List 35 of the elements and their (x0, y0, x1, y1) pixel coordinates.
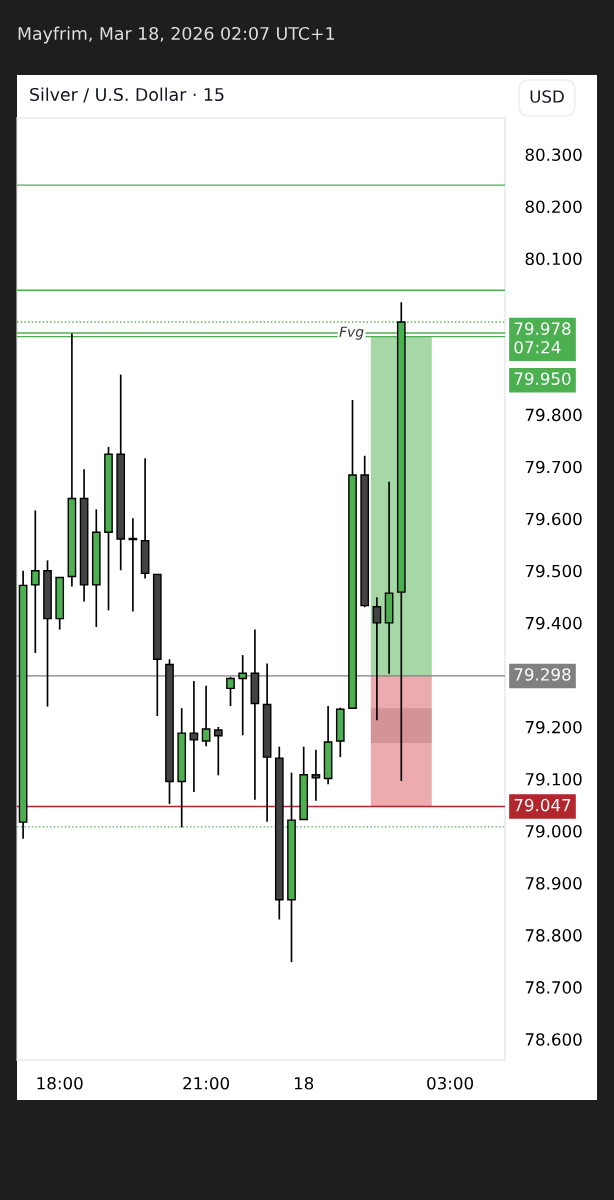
text: USD (530, 90, 564, 103)
y-tick-label: 80.300 (525, 148, 582, 161)
candlestick (311, 748, 321, 802)
ref-line-label: 79.978 07:24 (514, 322, 571, 354)
y-tick-label: 80.200 (525, 200, 582, 214)
candlestick (238, 654, 248, 737)
y-tick-label: 79.400 (525, 616, 582, 630)
y-tick-label: 79.000 (525, 824, 582, 838)
y-tick-label: 79.500 (525, 564, 582, 578)
candlestick (201, 684, 211, 748)
y-tick-label: 78.700 (525, 981, 582, 994)
y-tick-label: 78.600 (525, 1033, 582, 1046)
x-tick-label: 18:00 (37, 1076, 83, 1090)
candlestick (372, 596, 382, 721)
y-tick-label: 79.200 (525, 720, 582, 734)
y-tick-label: 79.800 (525, 408, 582, 422)
chart-title: Silver / U.S. Dollar · 15 (30, 87, 224, 103)
ref-line-label: 79.950 (514, 372, 571, 385)
y-tick-label: 78.800 (525, 929, 582, 942)
y-tick-label: 78.900 (525, 877, 582, 890)
y-tick-label: 80.100 (525, 252, 582, 266)
candlestick (30, 509, 40, 654)
text: Mayfrim, Mar 18, 2026 02:07 UTC+1 (18, 26, 334, 44)
y-tick-label: 79.700 (525, 460, 582, 474)
ref-line-label: Fvg (339, 326, 364, 340)
y-tick-label: 79.100 (525, 772, 582, 786)
candlestick (189, 680, 199, 793)
y-tick-label: 79.600 (525, 512, 582, 526)
x-tick-label: 03:00 (427, 1076, 474, 1090)
ref-line-label: 79.047 (514, 798, 571, 812)
candlestick (213, 726, 223, 777)
x-tick-label: 18 (294, 1076, 314, 1090)
candlestick (226, 676, 235, 707)
ref-line-label: 79.298 (514, 668, 571, 681)
x-tick-label: 21:00 (183, 1076, 230, 1090)
